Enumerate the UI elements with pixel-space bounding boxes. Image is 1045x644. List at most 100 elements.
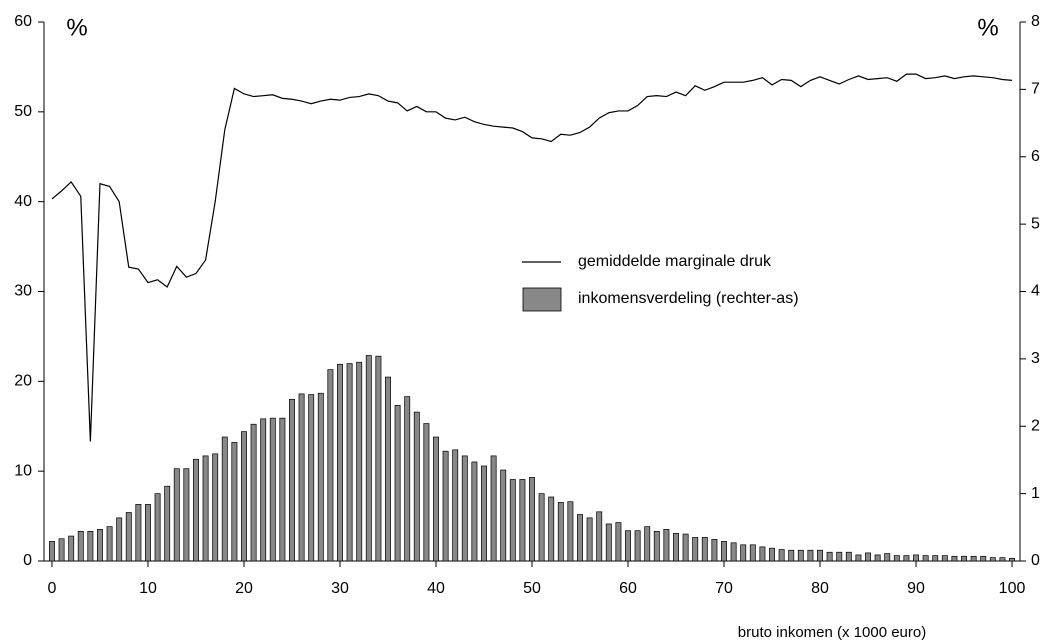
bar — [375, 355, 382, 562]
x-tick-label: 100 — [999, 580, 1026, 597]
bar — [183, 468, 190, 562]
bar — [817, 549, 823, 562]
bar — [135, 504, 142, 562]
bar — [298, 393, 305, 562]
bar — [1009, 557, 1015, 562]
bar — [701, 537, 708, 562]
y-tick-label: 30 — [14, 283, 32, 300]
bar — [77, 531, 84, 562]
bar — [500, 469, 507, 562]
bar — [106, 526, 113, 562]
bar — [49, 541, 55, 562]
bar — [989, 557, 996, 562]
bar — [625, 530, 631, 562]
bar — [279, 417, 286, 562]
y2-tick-label: 8 — [1031, 13, 1040, 30]
bar — [788, 549, 795, 562]
line — [51, 73, 1013, 442]
bar — [154, 493, 161, 562]
bar — [481, 465, 487, 562]
bar — [202, 455, 209, 562]
bar — [577, 514, 583, 562]
bar — [413, 411, 420, 562]
bar — [557, 502, 564, 562]
bar — [423, 423, 430, 562]
bar — [980, 555, 987, 562]
legend-label: inkomensverdeling (rechter-as) — [578, 290, 799, 307]
y-tick-label: 60 — [14, 13, 32, 30]
x-tick-label: 40 — [427, 580, 445, 597]
bar — [538, 493, 545, 562]
bar — [797, 549, 804, 562]
bar — [260, 418, 267, 562]
bar — [58, 538, 65, 562]
bar — [874, 554, 881, 562]
bar — [673, 533, 679, 562]
bar — [653, 531, 660, 562]
bar — [663, 528, 670, 562]
y-tick-label: 40 — [14, 193, 32, 210]
bar — [634, 530, 641, 562]
x-tick-label: 60 — [619, 580, 637, 597]
x-tick-label: 10 — [139, 580, 157, 597]
y2-unit: % — [977, 14, 998, 41]
bar — [721, 541, 727, 562]
bar — [749, 544, 756, 562]
bar — [769, 547, 775, 562]
x-tick-label: 90 — [907, 580, 925, 597]
bar — [759, 546, 766, 562]
bar — [68, 535, 75, 562]
bar — [394, 405, 401, 562]
bar — [125, 512, 132, 562]
bar — [433, 436, 439, 562]
bar — [509, 479, 516, 562]
bar — [730, 542, 737, 562]
bar — [471, 461, 478, 562]
bar — [519, 479, 526, 562]
x-tick-label: 30 — [331, 580, 349, 597]
bar — [442, 450, 449, 562]
bar — [250, 423, 257, 562]
bar — [97, 528, 103, 562]
y2-tick-label: 3 — [1031, 350, 1040, 367]
bar — [404, 396, 411, 562]
y2-tick-label: 2 — [1031, 417, 1040, 434]
bar — [116, 517, 123, 562]
bar — [164, 485, 171, 562]
y-tick-label: 50 — [14, 103, 32, 120]
bar — [346, 363, 353, 562]
y-tick-label: 0 — [23, 552, 32, 569]
bar — [836, 551, 843, 562]
bar — [961, 555, 967, 562]
bar — [548, 496, 555, 562]
bar — [327, 369, 334, 562]
x-tick-label: 0 — [48, 580, 57, 597]
bar — [903, 555, 910, 562]
bar — [865, 552, 871, 562]
bar — [855, 554, 862, 562]
x-tick-label: 20 — [235, 580, 253, 597]
bar — [605, 523, 612, 562]
bar — [970, 555, 977, 562]
bar — [193, 458, 199, 562]
bar — [711, 539, 718, 562]
y2-tick-label: 7 — [1031, 81, 1040, 98]
bar — [778, 549, 785, 562]
bar — [682, 533, 689, 562]
y2-tick-label: 0 — [1031, 552, 1040, 569]
bar — [845, 551, 852, 562]
bar — [529, 477, 535, 562]
y-tick-label: 20 — [14, 373, 32, 390]
bar — [452, 449, 459, 562]
bar — [87, 531, 94, 562]
bar — [269, 417, 276, 562]
x-axis-label: bruto inkomen (x 1000 euro) — [738, 624, 926, 641]
bar — [586, 517, 593, 562]
bar — [692, 537, 699, 562]
bar — [951, 555, 958, 562]
y2-tick-label: 6 — [1031, 148, 1040, 165]
bar — [308, 394, 315, 562]
bar — [337, 363, 343, 562]
bar — [356, 361, 363, 562]
